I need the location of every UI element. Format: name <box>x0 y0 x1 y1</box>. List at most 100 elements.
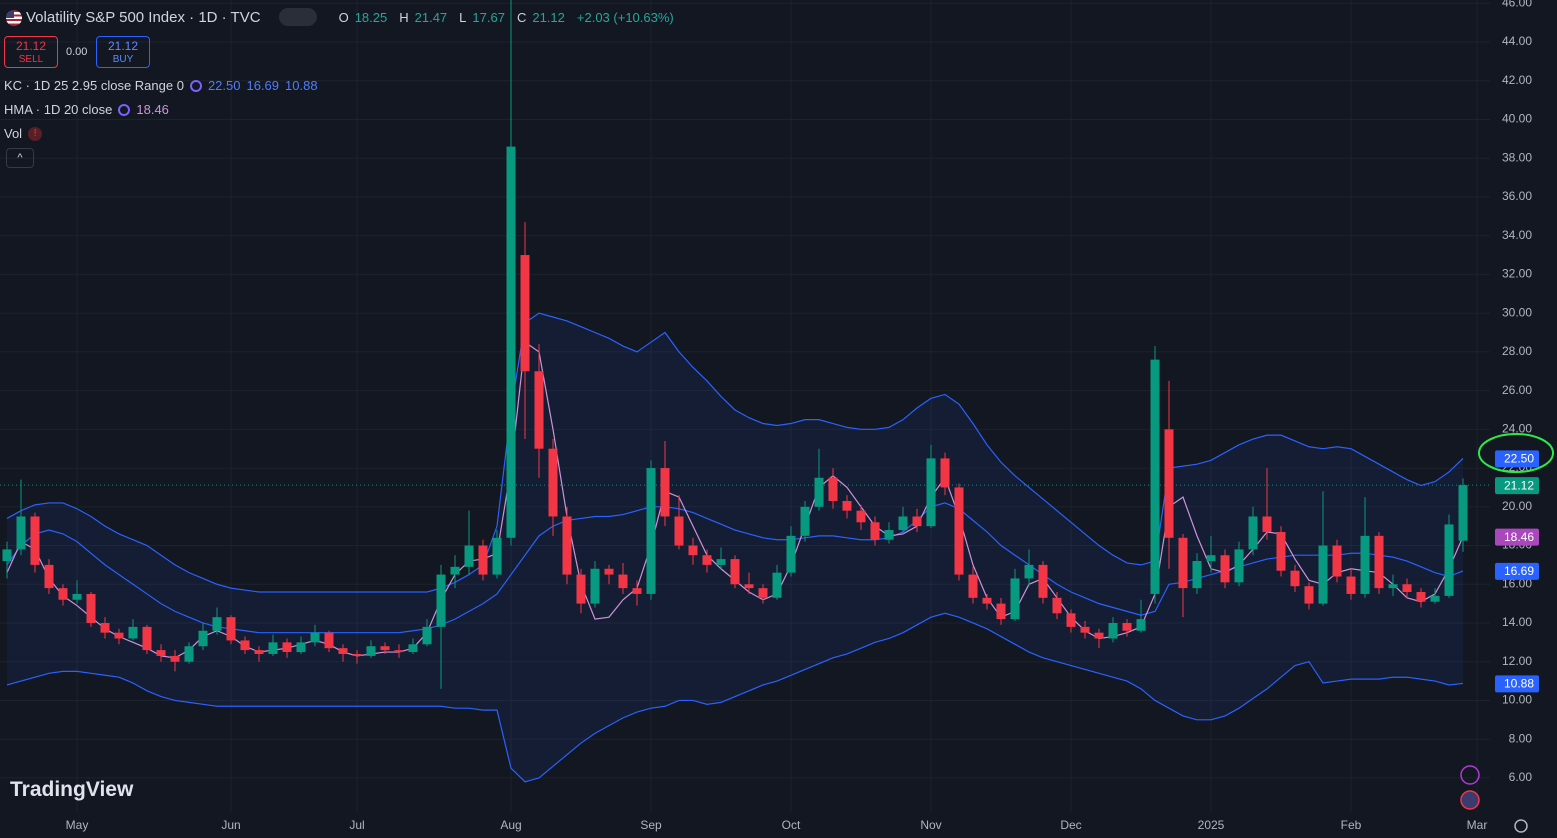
candle-body <box>772 572 782 598</box>
price-label-box <box>1495 450 1539 468</box>
candle-body <box>366 646 376 656</box>
y-tick-label: 16.00 <box>1502 576 1532 590</box>
indicator-line <box>6 312 1464 593</box>
icon[interactable] <box>1460 765 1480 785</box>
candle-body <box>1052 597 1062 614</box>
price-label: 10.88 <box>1504 677 1534 691</box>
x-tick-label: Aug <box>500 818 521 832</box>
candle-body <box>1304 586 1314 604</box>
candle-body <box>1388 584 1398 589</box>
toggle[interactable] <box>278 8 317 26</box>
sell-price: 21.12 <box>15 39 47 53</box>
candle-body <box>1150 359 1160 594</box>
candle-body <box>380 646 390 651</box>
y-tick-label: 12.00 <box>1502 654 1532 668</box>
candle-body <box>16 516 26 550</box>
candle-body <box>1136 619 1146 631</box>
candle-body <box>1038 564 1048 598</box>
candle-body <box>576 574 586 604</box>
candle-body <box>716 559 726 565</box>
candle-body <box>1346 576 1356 594</box>
y-tick-label: 26.00 <box>1502 383 1532 397</box>
y-tick-label: 20.00 <box>1502 499 1532 513</box>
candle-body <box>212 617 222 631</box>
candle-body <box>156 650 166 656</box>
candle-body <box>1220 555 1230 583</box>
candle-body <box>1094 632 1104 639</box>
symbol-title[interactable]: Volatility S&P 500 Index · 1D · TVC <box>26 8 261 26</box>
x-tick-label: Feb <box>1341 818 1362 832</box>
candle-body <box>394 650 404 653</box>
candle-body <box>1430 595 1440 602</box>
indicator-value: 16.69 <box>246 78 280 93</box>
x-tick-label: Jun <box>221 818 240 832</box>
indicator-row: HMA · 1D 20 close 18.46 <box>4 102 169 117</box>
candle-body <box>296 642 306 653</box>
candle-body <box>940 458 950 488</box>
candle-body <box>128 626 138 639</box>
candle-body <box>688 545 698 556</box>
candle-body <box>1458 485 1468 541</box>
buy-button[interactable]: 21.12 BUY <box>96 36 150 68</box>
candle-body <box>1108 622 1118 639</box>
candle-body <box>492 537 502 575</box>
candle-body <box>926 458 936 527</box>
warning-icon: ! <box>28 126 43 141</box>
candle-body <box>422 626 432 645</box>
candle-body <box>114 632 124 639</box>
icon[interactable] <box>1460 790 1480 810</box>
candle-body <box>198 630 208 647</box>
indicator-name[interactable]: Vol <box>4 126 23 141</box>
candle-body <box>632 588 642 594</box>
y-tick-label: 10.00 <box>1502 693 1532 707</box>
collapse-button[interactable]: ^ <box>6 148 34 168</box>
symbol-row: Volatility S&P 500 Index · 1D · TVC O 18.… <box>26 8 680 26</box>
candle-body <box>646 468 656 594</box>
brand-logo: TradingView <box>10 778 134 801</box>
candle-body <box>324 632 334 649</box>
candle-body <box>702 555 712 565</box>
x-tick-label: Dec <box>1060 818 1081 832</box>
highlight-circle <box>1478 433 1554 473</box>
candle-body <box>814 477 824 507</box>
x-tick-label: May <box>66 818 89 832</box>
indicator-value: 22.50 <box>207 78 241 93</box>
ohlc-key: H <box>399 9 409 25</box>
candle-body <box>1192 561 1202 589</box>
candle-body <box>674 516 684 546</box>
price-label: 16.69 <box>1504 564 1534 578</box>
candle-body <box>254 650 264 654</box>
x-tick-label: Nov <box>920 818 941 832</box>
candle-body <box>240 640 250 651</box>
y-tick-label: 30.00 <box>1502 305 1532 319</box>
sell-button[interactable]: 21.12 SELL <box>4 36 58 68</box>
candle-body <box>58 588 68 600</box>
candle-body <box>450 566 460 575</box>
ohlc-value: 18.25 <box>354 9 388 25</box>
candle-body <box>982 597 992 604</box>
candle-body <box>912 516 922 527</box>
candle-body <box>1010 578 1020 620</box>
buy-label: BUY <box>112 54 134 65</box>
candle-body <box>1416 592 1426 602</box>
indicator-name[interactable]: KC · 1D 25 2.95 close Range 0 <box>4 78 184 93</box>
x-tick-label: 2025 <box>1198 818 1225 832</box>
indicator-name[interactable]: HMA · 1D 20 close <box>4 102 113 117</box>
sell-label: SELL <box>18 54 44 65</box>
y-tick-label: 46.00 <box>1502 0 1532 9</box>
price-label-box <box>1495 675 1539 693</box>
y-tick-label: 42.00 <box>1502 73 1532 87</box>
candle-body <box>856 510 866 523</box>
y-tick-label: 38.00 <box>1502 150 1532 164</box>
candle-body <box>842 500 852 511</box>
settings-icon[interactable] <box>1514 819 1528 833</box>
indicator-line <box>6 612 1464 783</box>
y-tick-label: 24.00 <box>1502 422 1532 436</box>
candle-body <box>408 644 418 653</box>
candle-body <box>618 574 628 589</box>
candle-body <box>968 574 978 598</box>
candle-body <box>828 477 838 501</box>
y-tick-label: 36.00 <box>1502 189 1532 203</box>
indicator-row: Vol ! <box>4 126 43 141</box>
candle-body <box>352 653 362 656</box>
